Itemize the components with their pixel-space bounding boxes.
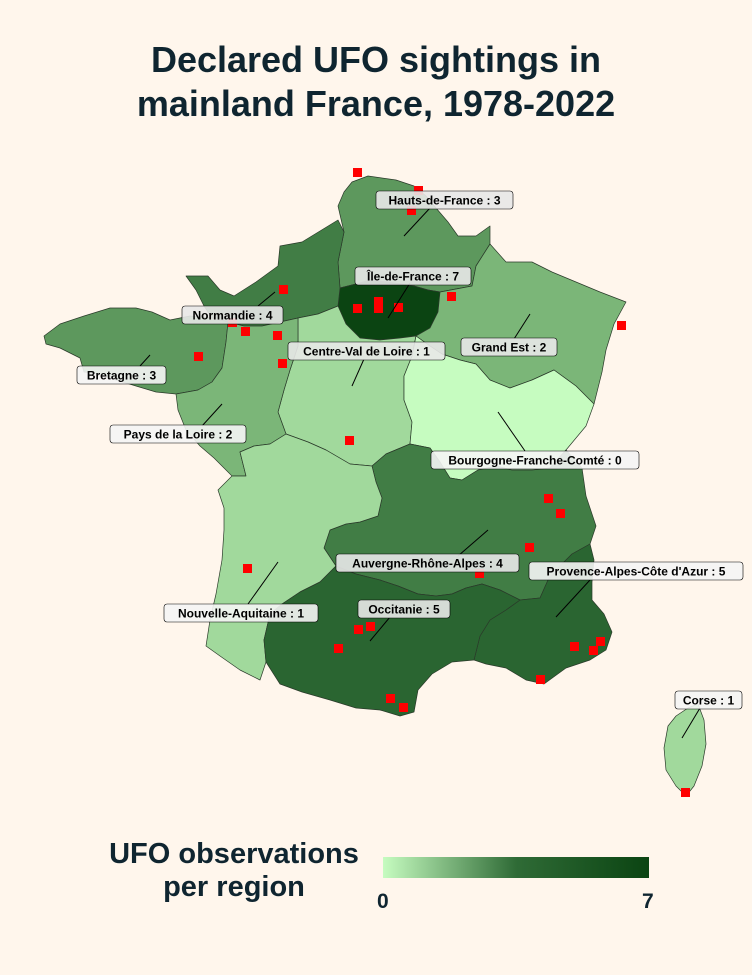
- legend-max-label: 7: [642, 890, 654, 913]
- svg-text:Bourgogne-Franche-Comté : 0: Bourgogne-Franche-Comté : 0: [448, 454, 622, 468]
- observation-point: [414, 186, 423, 195]
- observation-point: [447, 292, 456, 301]
- observation-point: [394, 303, 403, 312]
- observation-point: [570, 642, 579, 651]
- label-bourgogne-franche-comte: Bourgogne-Franche-Comté : 0: [430, 450, 640, 470]
- legend-title-line-2: per region: [163, 871, 305, 903]
- label-nouvelle-aquitaine: Nouvelle-Aquitaine : 1: [163, 603, 319, 623]
- observation-point: [399, 703, 408, 712]
- legend-min-label: 0: [377, 890, 389, 913]
- observation-point: [596, 637, 605, 646]
- observation-point: [279, 285, 288, 294]
- observation-point: [536, 675, 545, 684]
- label-bretagne: Bretagne : 3: [76, 365, 167, 385]
- svg-text:Auvergne-Rhône-Alpes : 4: Auvergne-Rhône-Alpes : 4: [352, 557, 503, 571]
- svg-text:Pays de la Loire : 2: Pays de la Loire : 2: [124, 428, 233, 442]
- observation-points: [194, 168, 690, 797]
- observation-point: [589, 646, 598, 655]
- map-title: Declared UFO sightings in mainland Franc…: [0, 38, 752, 126]
- label-normandie: Normandie : 4: [181, 305, 284, 325]
- svg-text:Île-de-France : 7: Île-de-France : 7: [366, 269, 459, 284]
- region-occitanie: [263, 565, 521, 717]
- observation-point: [241, 327, 250, 336]
- title-line-1: Declared UFO sightings in: [150, 39, 602, 80]
- svg-text:Corse : 1: Corse : 1: [683, 694, 735, 708]
- observation-point: [334, 644, 343, 653]
- svg-text:Nouvelle-Aquitaine : 1: Nouvelle-Aquitaine : 1: [178, 607, 304, 621]
- svg-text:Occitanie : 5: Occitanie : 5: [368, 603, 440, 617]
- observation-point: [354, 625, 363, 634]
- region-labels: Hauts-de-France : 3 Île-de-France : 7 No…: [76, 190, 744, 710]
- label-pays-de-la-loire: Pays de la Loire : 2: [109, 424, 247, 444]
- observation-point: [345, 436, 354, 445]
- label-ile-de-france: Île-de-France : 7: [354, 266, 472, 286]
- observation-point: [374, 304, 383, 313]
- svg-text:Provence-Alpes-Côte d'Azur : 5: Provence-Alpes-Côte d'Azur : 5: [547, 565, 726, 579]
- observation-point: [353, 304, 362, 313]
- label-grand-est: Grand Est : 2: [460, 337, 558, 357]
- observation-point: [278, 359, 287, 368]
- observation-point: [475, 569, 484, 578]
- legend-color-bar: [383, 857, 649, 878]
- svg-text:Normandie : 4: Normandie : 4: [192, 309, 272, 323]
- observation-point: [366, 622, 375, 631]
- svg-text:Hauts-de-France : 3: Hauts-de-France : 3: [388, 194, 500, 208]
- observation-point: [544, 494, 553, 503]
- legend-title: UFO observations per region: [96, 838, 372, 904]
- label-occitanie: Occitanie : 5: [357, 599, 451, 619]
- svg-text:Bretagne : 3: Bretagne : 3: [87, 369, 157, 383]
- svg-text:Grand Est : 2: Grand Est : 2: [472, 341, 547, 355]
- leader-lines: [139, 207, 701, 739]
- label-auvergne-rhone-alpes: Auvergne-Rhône-Alpes : 4: [335, 553, 520, 573]
- observation-point: [353, 168, 362, 177]
- observation-point: [617, 321, 626, 330]
- legend-title-line-1: UFO observations: [109, 838, 359, 870]
- label-hauts-de-france: Hauts-de-France : 3: [375, 190, 514, 210]
- observation-point: [386, 694, 395, 703]
- region-corse: [663, 703, 707, 797]
- observation-point: [243, 564, 252, 573]
- observation-point: [556, 509, 565, 518]
- label-paca: Provence-Alpes-Côte d'Azur : 5: [528, 561, 744, 581]
- observation-point: [407, 206, 416, 215]
- observation-point: [273, 331, 282, 340]
- title-line-2: mainland France, 1978-2022: [136, 83, 616, 124]
- svg-text:Centre-Val de Loire : 1: Centre-Val de Loire : 1: [303, 345, 430, 359]
- observation-point: [525, 543, 534, 552]
- observation-point: [194, 352, 203, 361]
- label-centre-val-de-loire: Centre-Val de Loire : 1: [287, 341, 446, 361]
- observation-point: [681, 788, 690, 797]
- label-corse: Corse : 1: [674, 690, 743, 710]
- observation-point: [374, 297, 383, 306]
